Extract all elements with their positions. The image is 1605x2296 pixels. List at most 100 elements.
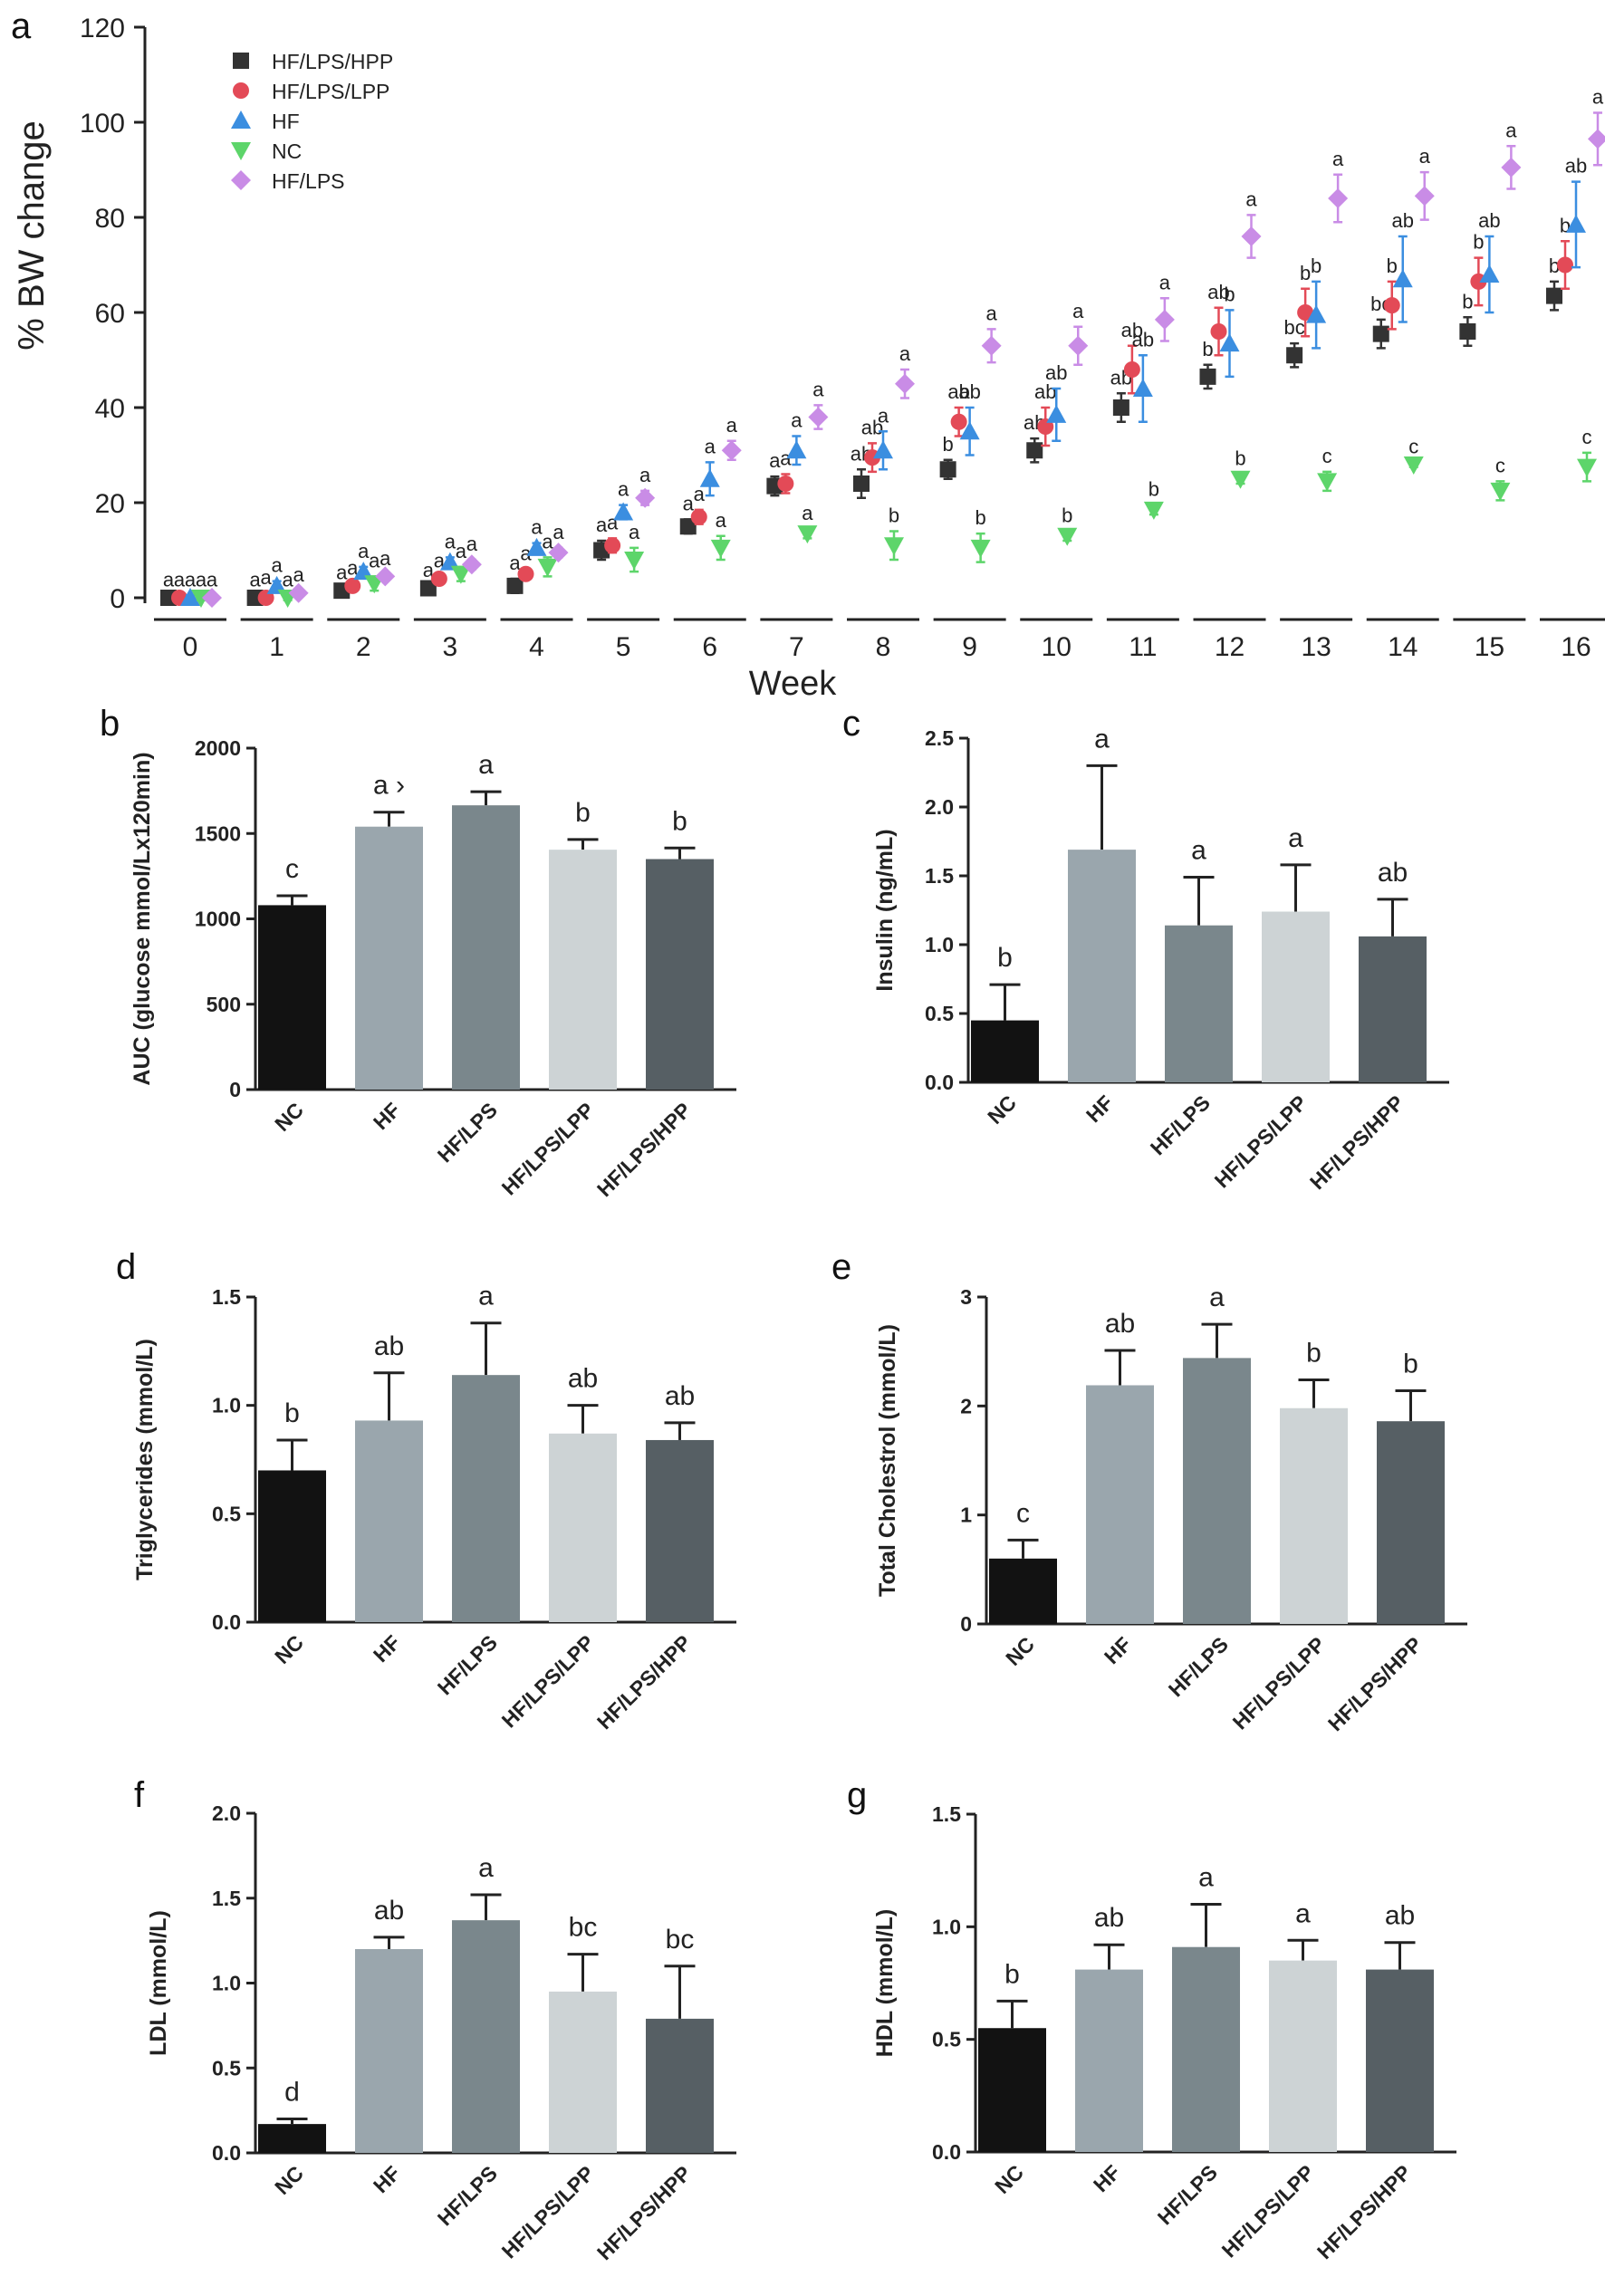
- significance-label: a: [596, 514, 608, 536]
- significance-label: a: [272, 554, 284, 577]
- x-tick-label: NC: [983, 1090, 1021, 1129]
- x-tick-label: HF: [369, 1098, 405, 1134]
- data-point: [430, 571, 447, 587]
- y-tick-label: 1.0: [925, 933, 954, 956]
- legend-label: HF/LPS/HPP: [272, 50, 393, 73]
- significance-label: b: [997, 943, 1013, 973]
- significance-label: a: [899, 342, 911, 365]
- bar-hf-lps-hpp: [1359, 936, 1427, 1082]
- data-point: [884, 537, 904, 556]
- panel-g: g 0.0 0.5 1.0 1.5 HDL (mmol/L) b NC ab HF a HF/LPS a…: [847, 1775, 1456, 2263]
- y-tick-label: 1.5: [925, 864, 954, 888]
- y-tick-label: 2: [960, 1394, 972, 1417]
- bar-nc: [989, 1558, 1057, 1624]
- significance-label: a: [553, 521, 564, 543]
- x-tick-label: HF: [369, 2161, 405, 2197]
- significance-label: b: [672, 806, 687, 836]
- significance-label: a: [1198, 1862, 1214, 1892]
- data-point: [353, 562, 374, 581]
- y-axis-label: Total Cholestrol (mmol/L): [875, 1324, 900, 1597]
- y-tick-label: 1000: [195, 908, 241, 931]
- significance-label: a: [1094, 724, 1110, 754]
- significance-label: b: [943, 433, 954, 456]
- significance-label: a: [185, 568, 197, 591]
- panel-b: b 0 500 1000 1500 2000 AUC (glucose mmol/Lx120…: [100, 704, 736, 1201]
- x-tick-label: HF/LPS: [1164, 1632, 1233, 1701]
- data-point: [1241, 226, 1262, 246]
- significance-label: c: [1582, 426, 1592, 448]
- y-tick-label: 20: [95, 489, 125, 519]
- y-tick-label: 0: [110, 584, 125, 614]
- y-tick-label: 1.0: [212, 1394, 241, 1417]
- bar-hf-lps: [452, 1375, 520, 1622]
- data-point: [537, 558, 558, 577]
- significance-label: b: [1473, 231, 1484, 254]
- significance-label: ab: [1121, 319, 1143, 341]
- significance-label: a: [531, 516, 543, 539]
- bar-hf-lps-hpp: [1377, 1421, 1445, 1624]
- significance-label: ab: [1478, 209, 1500, 232]
- significance-label: c: [1016, 1498, 1030, 1528]
- y-tick-label: 500: [207, 993, 241, 1016]
- significance-label: b: [1300, 262, 1311, 284]
- data-point: [266, 575, 287, 594]
- x-tick-label: HF/LPS/LPP: [1210, 1090, 1312, 1192]
- y-axis-label: Insulin (ng/mL): [872, 829, 898, 991]
- panel-letter-c: c: [842, 704, 860, 744]
- significance-label: a: [726, 414, 738, 437]
- bar-hf-lps: [1183, 1358, 1251, 1624]
- y-tick-label: 1.0: [932, 1915, 961, 1938]
- significance-label: a: [1159, 271, 1171, 293]
- bar-nc: [971, 1020, 1039, 1082]
- x-tick-label: HF/LPS/LPP: [497, 1630, 599, 1732]
- significance-label: b: [1235, 447, 1245, 470]
- data-point: [1210, 323, 1227, 340]
- significance-label: a: [639, 464, 651, 486]
- x-tick-label: 6: [702, 632, 717, 662]
- x-tick-label: 15: [1475, 632, 1504, 662]
- data-point: [1383, 297, 1400, 314]
- x-tick-label: 4: [529, 632, 544, 662]
- x-tick-label: HF/LPS: [433, 1098, 502, 1167]
- panel-letter-b: b: [100, 704, 120, 744]
- significance-label: a: [791, 409, 802, 432]
- y-tick-label: 0: [960, 1612, 972, 1636]
- x-tick-label: HF: [1089, 2160, 1125, 2196]
- data-point: [1219, 333, 1240, 352]
- legend-marker: [233, 53, 249, 69]
- data-point: [1317, 473, 1338, 492]
- bar-hf-lps: [452, 805, 520, 1090]
- data-point: [1557, 256, 1573, 274]
- significance-label: a: [358, 540, 370, 562]
- data-point: [1297, 304, 1314, 321]
- x-tick-label: 1: [269, 632, 284, 662]
- significance-label: ab: [1385, 1901, 1415, 1931]
- significance-label: bc: [666, 1925, 695, 1955]
- y-tick-label: 0.0: [932, 2140, 961, 2164]
- panel-f: f 0.0 0.5 1.0 1.5 2.0 LDL (mmol/L) d NC ab HF a HF/L…: [134, 1775, 736, 2264]
- data-point: [1392, 269, 1413, 288]
- y-tick-label: 0.0: [212, 1610, 241, 1634]
- data-point: [1154, 309, 1175, 330]
- legend-marker: [233, 82, 249, 99]
- significance-label: b: [1202, 338, 1213, 360]
- significance-label: a: [1288, 823, 1303, 853]
- y-tick-label: 1.0: [212, 1972, 241, 1995]
- x-tick-label: 16: [1561, 632, 1591, 662]
- legend-label: HF/LPS: [272, 169, 345, 193]
- data-point: [1112, 399, 1129, 416]
- legend-marker: [231, 110, 251, 129]
- y-tick-label: 2.0: [925, 795, 954, 819]
- data-point: [450, 565, 471, 584]
- data-point: [506, 577, 524, 594]
- panel-d: d 0.0 0.5 1.0 1.5 Triglycerides (mmol/L) b NC ab…: [116, 1247, 736, 1734]
- y-axis-label: AUC (glucose mmol/Lx120min): [130, 752, 155, 1085]
- x-tick-label: 5: [616, 632, 631, 662]
- panel-c: c 0.0 0.5 1.0 1.5 2.0 2.5 Insulin (ng/mL) b NC a HF…: [842, 704, 1449, 1194]
- significance-label: ab: [958, 380, 980, 403]
- significance-label: a: [1295, 1898, 1311, 1928]
- significance-label: b: [1004, 1959, 1020, 1989]
- x-tick-label: HF/LPS/HPP: [1305, 1090, 1408, 1194]
